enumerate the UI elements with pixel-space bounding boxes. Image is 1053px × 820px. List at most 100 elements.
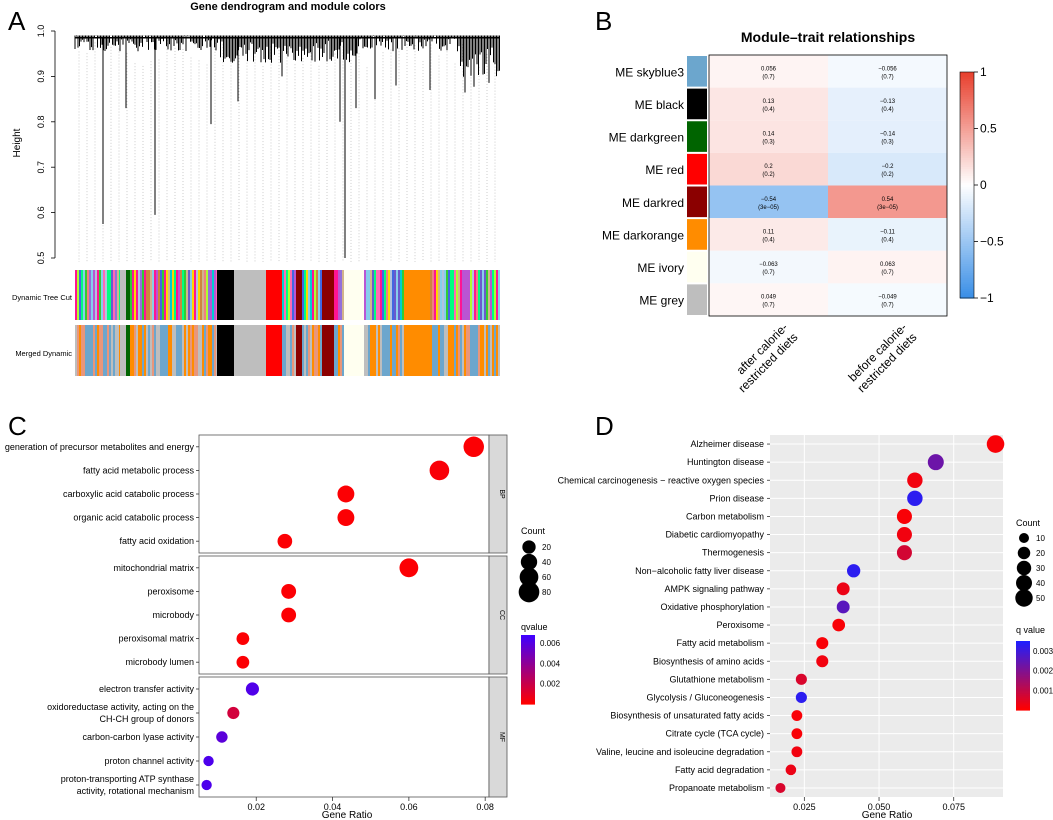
kegg-count-legend-label: 40	[1036, 579, 1045, 588]
colorbar-tick-label: −0.5	[980, 235, 1004, 249]
track-merged-stripe	[210, 325, 212, 376]
colorbar-segment	[960, 282, 974, 286]
colorbar-segment	[960, 236, 974, 240]
kegg-dot	[896, 527, 912, 543]
kegg-count-legend-dot	[1015, 589, 1033, 607]
kegg-count-legend-title: Count	[1016, 518, 1041, 528]
go-dot	[399, 558, 419, 578]
go-dot	[216, 731, 228, 743]
colorbar-segment	[960, 239, 974, 243]
colorbar-segment	[960, 103, 974, 107]
kegg-qvalue-gradient	[1016, 651, 1030, 654]
kegg-term-label: Carbon metabolism	[686, 511, 764, 521]
kegg-qvalue-gradient	[1016, 675, 1030, 678]
track-dynamic-stripe	[392, 270, 394, 320]
track-dynamic-stripe	[372, 270, 374, 320]
track-dynamic-stripe	[190, 270, 192, 320]
heatmap-row-label: ME ivory	[637, 261, 684, 275]
go-qvalue-gradient	[521, 661, 535, 664]
track-dynamic-stripe	[380, 270, 382, 320]
track-merged-stripe	[454, 325, 456, 376]
kegg-count-legend-label: 30	[1036, 564, 1045, 573]
heatmap-cell-pvalue: (3e−05)	[758, 205, 779, 211]
panel-b-heatmap: Module–trait relationships ME skyblue3 0.…	[602, 29, 1004, 395]
heatmap-cell-pvalue: (0.7)	[881, 303, 893, 309]
track-merged-stripe	[75, 325, 77, 376]
track-merged-stripe	[370, 325, 372, 376]
track-merged-stripe	[342, 325, 344, 376]
heatmap-cell-value: 0.2	[764, 164, 773, 170]
kegg-dot	[791, 746, 803, 758]
track-dynamic-darkred	[296, 270, 302, 320]
heatmap-cell-pvalue: (0.4)	[762, 107, 774, 113]
track-merged-stripe	[402, 325, 404, 376]
track-merged-stripe	[302, 325, 304, 376]
track-dynamic-stripe	[150, 270, 152, 320]
track-dynamic-stripe	[115, 270, 117, 320]
track-dynamic-stripe	[400, 270, 402, 320]
track-merged-stripe	[150, 325, 152, 376]
colorbar-segment	[960, 173, 974, 177]
track-merged-stripe	[464, 325, 466, 376]
heatmap-cell	[828, 250, 947, 284]
go-qvalue-gradient	[521, 664, 535, 667]
track-merged-stripe	[196, 325, 198, 376]
heatmap-cell-value: 0.54	[882, 197, 894, 203]
heatmap-cell-pvalue: (0.2)	[762, 172, 774, 178]
panel-letter-b: B	[595, 6, 612, 36]
kegg-x-tick-label: 0.075	[942, 802, 965, 812]
track-dynamic-stripe	[448, 270, 450, 320]
go-qvalue-gradient	[521, 636, 535, 638]
track-merged-stripe	[378, 325, 380, 376]
track-merged-stripe	[336, 325, 338, 376]
kegg-term-label: Biosynthesis of amino acids	[653, 656, 765, 666]
kegg-dot	[907, 490, 923, 507]
go-qvalue-gradient	[521, 676, 535, 679]
heatmap-cell-value: −0.2	[882, 164, 895, 170]
track-dynamic-stripe	[294, 270, 296, 320]
dendrogram-y-tick-label: 0.5	[36, 252, 46, 265]
track-merged-stripe	[472, 325, 474, 376]
go-qvalue-gradient	[521, 690, 535, 692]
track-dynamic-stripe	[336, 270, 338, 320]
track-dynamic-stripe	[282, 270, 284, 320]
colorbar-segment	[960, 284, 974, 288]
colorbar-segment	[960, 252, 974, 256]
kegg-qvalue-gradient	[1016, 659, 1030, 662]
kegg-dot	[775, 782, 786, 793]
track-dynamic-stripe	[338, 270, 340, 320]
go-qvalue-legend-title: qvalue	[521, 622, 548, 632]
kegg-qvalue-gradient	[1016, 642, 1030, 644]
track-dynamic-stripe	[440, 270, 442, 320]
kegg-qvalue-gradient	[1016, 693, 1030, 696]
colorbar-segment	[960, 81, 974, 84]
colorbar-segment	[960, 110, 974, 114]
colorbar-segment	[960, 205, 974, 209]
heatmap-cell-value: −0.049	[878, 295, 897, 301]
kegg-qvalue-gradient	[1016, 645, 1030, 648]
colorbar-segment	[960, 293, 974, 297]
go-qvalue-gradient	[521, 653, 535, 656]
track-dynamic-stripe	[101, 270, 103, 320]
track-dynamic-stripe	[366, 270, 368, 320]
track-merged-stripe	[174, 325, 176, 376]
go-dot	[281, 607, 297, 623]
kegg-qvalue-gradient	[1016, 699, 1030, 702]
track-dynamic-stripe	[398, 270, 400, 320]
colorbar-segment	[960, 164, 974, 168]
kegg-qvalue-gradient	[1016, 688, 1030, 690]
go-qvalue-gradient	[521, 640, 535, 643]
track-dynamic-stripe	[292, 270, 294, 320]
kegg-qvalue-gradient	[1016, 652, 1030, 655]
go-qvalue-gradient	[521, 675, 535, 677]
colorbar-tick-label: 0	[980, 178, 987, 192]
track-merged-stripe	[107, 325, 109, 376]
go-term-label: fatty acid oxidation	[119, 536, 194, 546]
heatmap-row-label: ME skyblue3	[615, 65, 684, 79]
heatmap-cell-pvalue: (0.4)	[762, 237, 774, 243]
kegg-term-label: Propanoate metabolism	[669, 783, 764, 793]
track-dynamic-stripe	[130, 270, 132, 320]
go-dot	[281, 583, 297, 599]
kegg-qvalue-gradient	[1016, 676, 1030, 679]
go-term-label: microbody lumen	[125, 657, 194, 667]
